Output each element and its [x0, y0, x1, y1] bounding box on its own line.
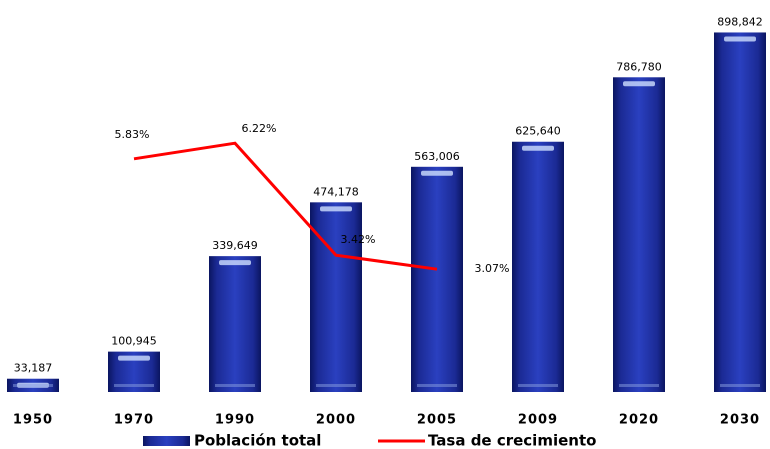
bar-base-shadow [417, 384, 457, 387]
bar-value-label: 563,006 [414, 150, 460, 163]
x-tick-label: 2020 [619, 413, 659, 428]
bar-value-label: 474,178 [313, 185, 359, 198]
line-value-label: 3.07% [475, 262, 510, 275]
growth-line [133, 141, 438, 271]
bar-value-label: 625,640 [515, 125, 561, 138]
x-tick-label: 2009 [518, 413, 558, 428]
bar-base-shadow [13, 384, 53, 387]
bar-highlight [421, 170, 453, 176]
x-tick-label: 2005 [417, 413, 457, 428]
bar-highlight [320, 206, 352, 212]
bar [411, 166, 463, 392]
line-value-label: 3.42% [341, 233, 376, 246]
bar-highlight [118, 355, 150, 361]
x-tick-label: 2030 [720, 413, 760, 428]
bar-value-label: 339,649 [212, 239, 258, 252]
line-value-label: 5.83% [115, 128, 150, 141]
bar [310, 202, 362, 392]
line-value-label: 6.22% [242, 122, 277, 135]
bar-base-shadow [215, 384, 255, 387]
x-tick-label: 2000 [316, 413, 356, 428]
bar [613, 77, 665, 393]
bar-base-shadow [518, 384, 558, 387]
bar-highlight [724, 36, 756, 42]
bar-base-shadow [316, 384, 356, 387]
bar [714, 32, 766, 393]
bar-base-shadow [619, 384, 659, 387]
bar-base-shadow [114, 384, 154, 387]
bar [209, 256, 261, 392]
legend-label: Población total [194, 432, 321, 449]
x-tick-label: 1990 [215, 413, 255, 428]
bar-value-label: 33,187 [14, 362, 53, 375]
legend-label: Tasa de crecimiento [428, 432, 596, 449]
bar-value-label: 898,842 [717, 15, 763, 28]
bar-highlight [522, 145, 554, 151]
bar-value-label: 100,945 [111, 335, 157, 348]
bar-value-label: 786,780 [616, 60, 662, 73]
bar-highlight [219, 260, 251, 266]
legend-swatch [143, 436, 190, 446]
x-tick-label: 1970 [114, 413, 154, 428]
x-tick-label: 1950 [13, 413, 53, 428]
bar-highlight [623, 81, 655, 87]
bar-base-shadow [720, 384, 760, 387]
bar [512, 141, 564, 392]
